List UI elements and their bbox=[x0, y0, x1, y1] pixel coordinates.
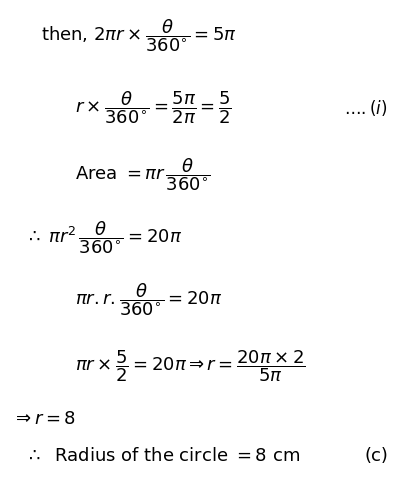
Text: (c): (c) bbox=[363, 447, 387, 465]
Text: then, $2\pi r \times \dfrac{\theta}{360^{\circ}} = 5\pi$: then, $2\pi r \times \dfrac{\theta}{360^… bbox=[41, 17, 237, 55]
Text: $r \times \dfrac{\theta}{360^{\circ}} = \dfrac{5\pi}{2\pi} = \dfrac{5}{2}$: $r \times \dfrac{\theta}{360^{\circ}} = … bbox=[74, 89, 231, 126]
Text: $\Rightarrow r = 8$: $\Rightarrow r = 8$ bbox=[12, 410, 76, 428]
Text: $\therefore\;$ Radius of the circle $= 8$ cm: $\therefore\;$ Radius of the circle $= 8… bbox=[25, 447, 299, 465]
Text: $\pi r \times \dfrac{5}{2} = 20\pi \Rightarrow r = \dfrac{20\pi \times 2}{5\pi}$: $\pi r \times \dfrac{5}{2} = 20\pi \Righ… bbox=[74, 349, 304, 384]
Text: $\ldots.(i)$: $\ldots.(i)$ bbox=[343, 98, 386, 118]
Text: $\therefore\; \pi r^2\,\dfrac{\theta}{360^{\circ}} = 20\pi$: $\therefore\; \pi r^2\,\dfrac{\theta}{36… bbox=[25, 218, 182, 256]
Text: Area $= \pi r\,\dfrac{\theta}{360^{\circ}}$: Area $= \pi r\,\dfrac{\theta}{360^{\circ… bbox=[74, 156, 210, 194]
Text: $\pi r.r.\dfrac{\theta}{360^{\circ}} = 20\pi$: $\pi r.r.\dfrac{\theta}{360^{\circ}} = 2… bbox=[74, 281, 221, 318]
